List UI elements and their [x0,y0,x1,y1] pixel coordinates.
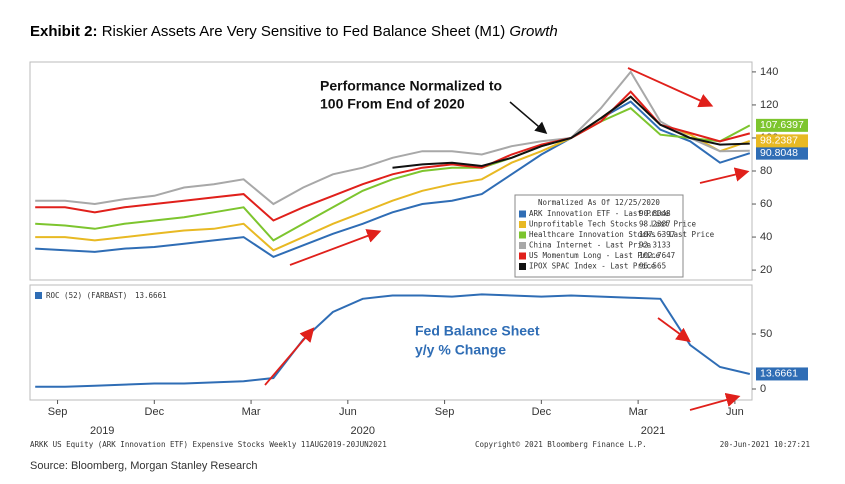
legend-suffix: - Last Price [597,241,652,250]
x-tick-label: Sep [435,406,455,418]
series-line [35,70,750,206]
x-tick-label: Mar [629,406,648,418]
footer-right: 20-Jun-2021 10:27:21 [720,440,810,449]
legend-label: China Internet - Last Price [529,241,651,250]
x-tick-label: Jun [339,406,357,418]
last-value-label: 98.2387 [760,135,798,147]
x-tick-label: Dec [145,406,165,418]
legend-name: ARK Innovation ETF [529,209,611,218]
annotation-arrow [509,101,548,134]
legend-label: Unprofitable Tech Stocks - Last Price [529,220,697,229]
legend-swatch [519,221,526,228]
legend-suffix: - Last Price [601,262,656,271]
legend-suffix: - Last Price [660,230,715,239]
series-line [392,95,750,169]
legend-suffix: - Last Price [615,209,670,218]
title-italic: Growth [509,23,557,40]
legend-value: 90.8048 [639,209,671,218]
legend-label: IPOX SPAC Index - Last Price [529,262,656,271]
legend-swatch [519,252,526,260]
x-year-label: 2020 [350,425,374,437]
legend-swatch [519,231,526,239]
legend-swatch [519,242,526,249]
y-tick-label: 140 [760,66,778,78]
series-line [35,107,751,242]
last-value-box [756,146,808,160]
legend-swatch [519,263,526,270]
legend-suffix: - Last Price [606,251,661,260]
series-line [35,90,751,222]
y-tick-label: 60 [760,198,772,210]
legend-value: 98.2387 [639,220,671,229]
legend-value: 107.6397 [639,230,675,239]
y-tick-label: 80 [760,165,772,177]
last-value-label: 90.8048 [760,147,798,159]
legend-label: Healthcare Innovation Stocks - Last Pric… [529,230,715,239]
legend-label: ROC (52) (FARBAST) [46,291,127,300]
footer-left: ARKK US Equity (ARK Innovation ETF) Expe… [30,440,387,449]
x-tick-label: Jun [726,406,744,418]
bottom-panel [29,284,753,401]
arrows [264,67,750,411]
x-year-label: 2019 [90,425,114,437]
x-tick-label: Sep [48,406,68,418]
y-tick-label: 0 [760,383,766,395]
legend-name: Healthcare Innovation Stocks [529,230,655,239]
last-value-label: 107.6397 [760,119,804,131]
series-line [35,100,751,259]
y-tick-label: 50 [760,328,772,340]
legend-title: Normalized As Of 12/25/2020 [538,198,660,207]
legend-name: US Momentum Long [529,251,601,260]
legend-value: 96.565 [639,262,666,271]
y-tick-label: 120 [760,99,778,111]
legend-value: 102.7647 [639,251,675,260]
x-year-label: 2021 [641,425,665,437]
legend-suffix: - Last Price [642,220,697,229]
last-value-label: 13.6661 [760,368,798,380]
annotation: y/y % Change [415,342,506,358]
legend-value: 92.3133 [639,241,671,250]
last-value-box [756,367,808,381]
annotation: Performance Normalized to [320,78,502,94]
series-line [35,293,751,388]
last-value-box [756,118,808,132]
legend-name: China Internet [529,241,592,250]
title-label: Exhibit 2: [30,23,98,40]
title: Exhibit 2: Riskier Assets Are Very Sensi… [30,23,558,40]
y-tick-label: 20 [760,264,772,276]
footer-center: Copyright© 2021 Bloomberg Finance L.P. [475,440,647,449]
legend-swatch [519,210,526,218]
x-tick-label: Mar [242,406,261,418]
x-tick-label: Dec [532,406,552,418]
legend-label: ARK Innovation ETF - Last Price [529,209,669,218]
legend-label: US Momentum Long - Last Price [529,251,660,260]
legend-name: IPOX SPAC Index [529,262,597,271]
legend-name: Unprofitable Tech Stocks [529,220,637,229]
title-text: Riskier Assets Are Very Sensitive to Fed… [102,23,506,40]
annotation: Fed Balance Sheet [415,323,540,339]
annotation: 100 From End of 2020 [320,96,465,112]
y-tick-label: 40 [760,231,772,243]
last-value-box [756,134,808,148]
legend-value: 13.6661 [135,291,167,300]
legend-box [514,194,684,278]
source: Source: Bloomberg, Morgan Stanley Resear… [30,460,257,472]
legend-swatch [35,292,42,299]
